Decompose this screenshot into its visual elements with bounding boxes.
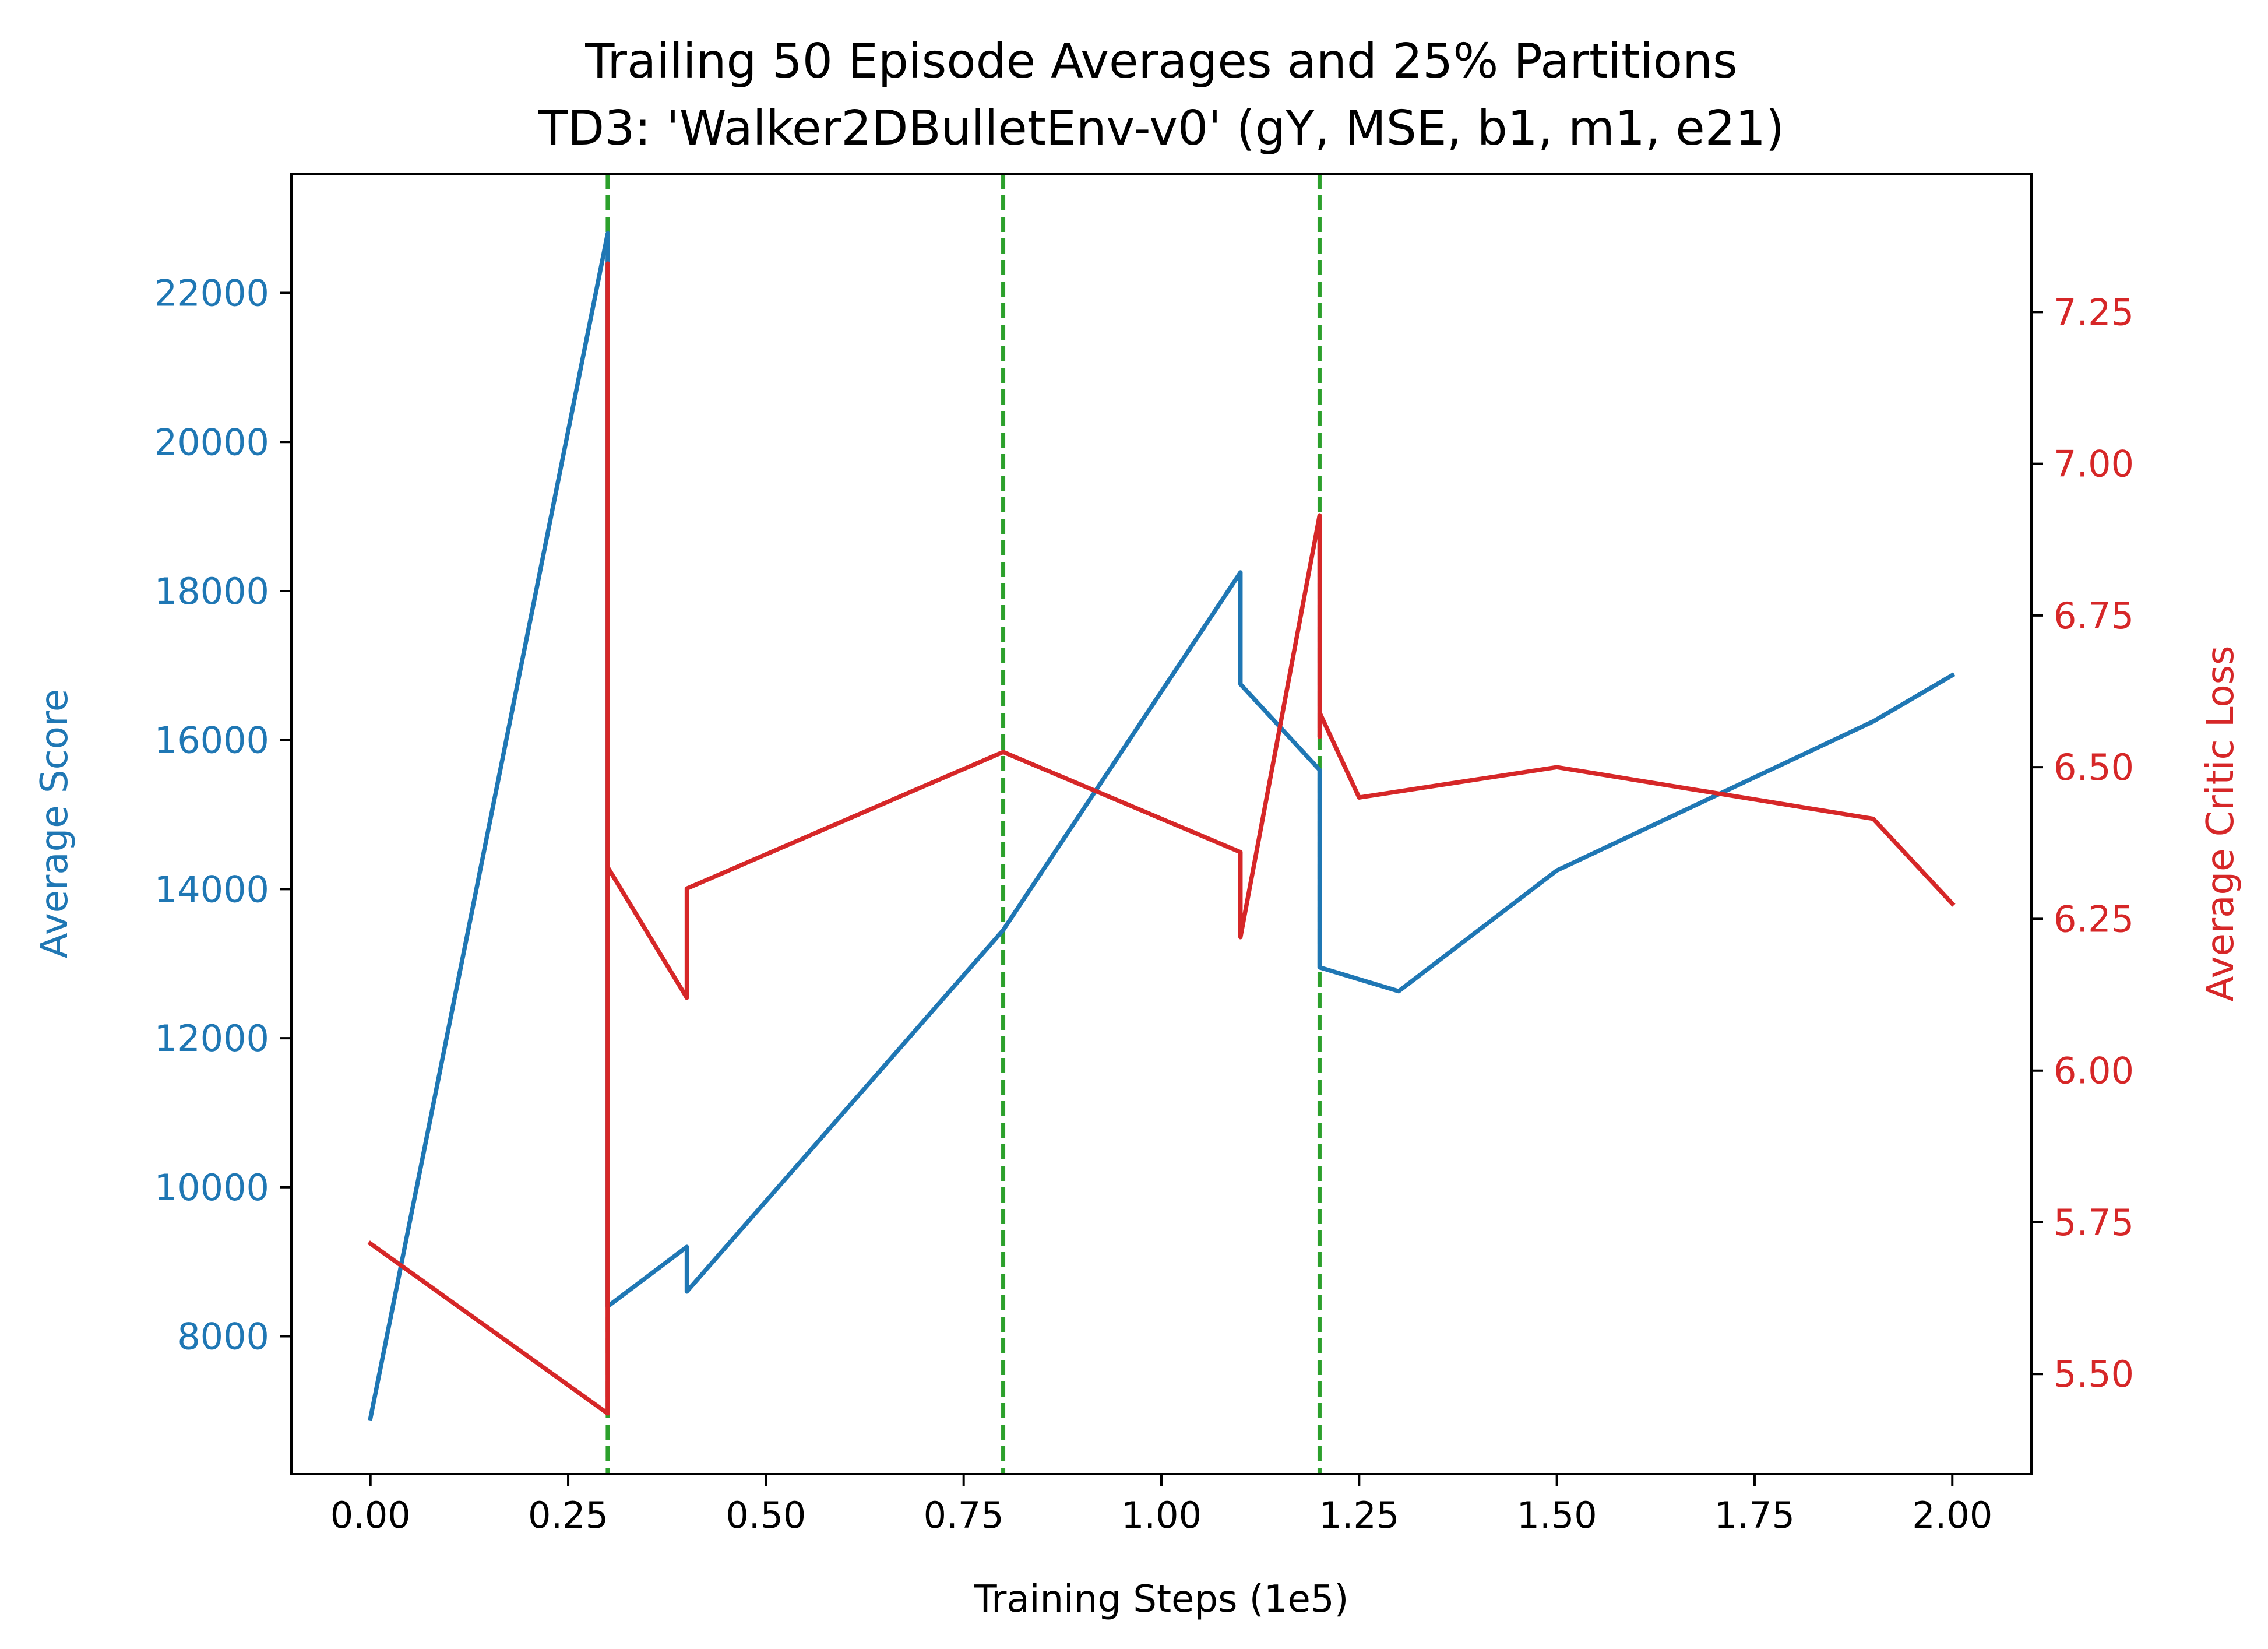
x-tick-label-3: 0.75 [924,1494,1004,1537]
series-line-left [368,231,1956,1421]
x-axis-ticks: 0.00 0.25 0.50 0.75 1.00 1.25 1.50 1.75 2.00 [330,1474,1992,1537]
y-left-tick-label-5: 18000 [154,570,269,613]
chart-subtitle: TD3: 'Walker2DBulletEnv-v0' (gY, MSE, b1… [538,101,1784,156]
x-axis-label: Training Steps (1e5) [973,1578,1348,1621]
series-line-right [367,261,1956,1416]
x-tick-label-6: 1.50 [1517,1494,1597,1537]
y-right-tick-label-3: 6.25 [2054,898,2134,940]
plot-frame [290,173,2033,1475]
y-left-tick-label-4: 16000 [154,719,269,762]
x-tick-label-2: 0.50 [726,1494,806,1537]
y-right-tick-label-5: 6.75 [2054,595,2134,637]
y-right-tick-label-7: 7.25 [2054,291,2134,333]
series-group [367,231,1956,1421]
x-tick-label-8: 2.00 [1912,1494,1992,1537]
x-tick-label-0: 0.00 [330,1494,411,1537]
chart-title: Trailing 50 Episode Averages and 25% Par… [584,34,1738,89]
x-tick-label-1: 0.25 [528,1494,608,1537]
y-left-tick-label-7: 22000 [154,272,269,315]
x-tick-label-7: 1.75 [1714,1494,1795,1537]
y-left-tick-label-0: 8000 [177,1315,269,1358]
y-axis-right-ticks: 5.50 5.75 6.00 6.25 6.50 6.75 7.00 7.25 [2031,291,2134,1395]
y-axis-left-label: Average Score [33,689,76,958]
y-right-tick-label-6: 7.00 [2054,443,2134,486]
y-left-tick-label-6: 20000 [154,421,269,463]
y-right-tick-label-1: 5.75 [2054,1201,2134,1244]
x-tick-label-5: 1.25 [1319,1494,1399,1537]
y-right-tick-label-2: 6.00 [2054,1050,2134,1092]
y-axis-left-ticks: 8000 10000 12000 14000 16000 18000 20000 22000 [154,272,291,1358]
partition-lines [605,174,1322,1474]
x-tick-label-4: 1.00 [1121,1494,1202,1537]
y-axis-right-label: Average Critic Loss [2199,646,2242,1002]
y-left-tick-label-1: 10000 [154,1166,269,1209]
y-left-tick-label-2: 12000 [154,1017,269,1060]
y-right-tick-label-4: 6.50 [2054,746,2134,789]
y-left-tick-label-3: 14000 [154,868,269,910]
y-right-tick-label-0: 5.50 [2054,1353,2134,1395]
